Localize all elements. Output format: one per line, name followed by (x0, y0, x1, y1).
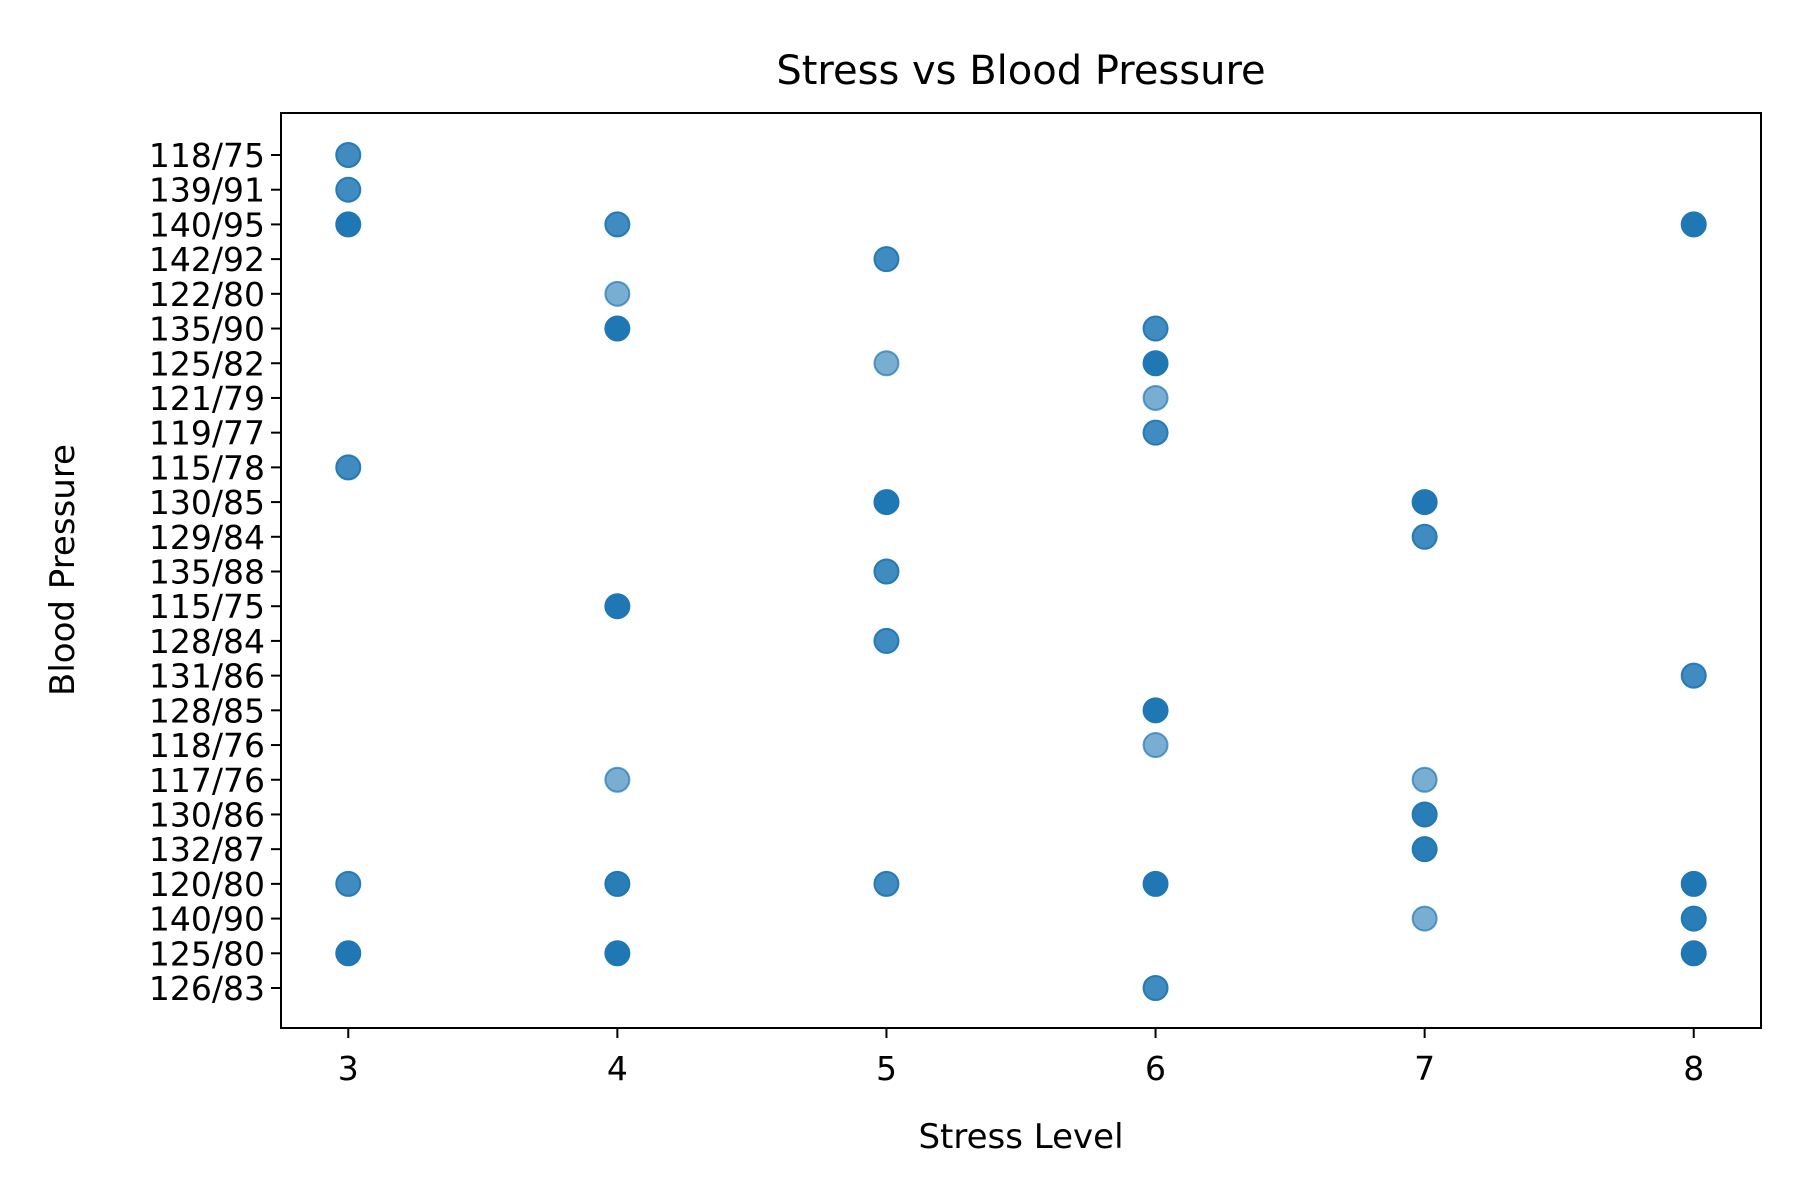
data-point (1680, 870, 1707, 897)
data-point (873, 489, 900, 516)
data-point (1142, 384, 1169, 411)
data-point (1142, 697, 1169, 724)
y-tick-label: 122/80 (149, 275, 265, 314)
x-tick-label: 3 (338, 1049, 359, 1088)
data-point (335, 940, 362, 967)
y-tick-label: 119/77 (149, 414, 265, 453)
data-point (1142, 419, 1169, 446)
y-tick-label: 117/76 (149, 761, 265, 800)
y-tick-label: 118/75 (149, 136, 265, 175)
x-axis-label: Stress Level (918, 1117, 1123, 1157)
x-tick-label: 6 (1145, 1049, 1166, 1088)
data-point (604, 940, 631, 967)
data-points (335, 142, 1707, 1001)
y-tick-label: 125/80 (149, 934, 265, 973)
x-tick-label: 4 (607, 1049, 628, 1088)
data-point (1411, 489, 1438, 516)
y-tick-label: 130/86 (149, 795, 265, 834)
data-point (1411, 836, 1438, 863)
y-tick-label: 115/75 (149, 587, 265, 626)
data-point (335, 454, 362, 481)
data-point (1142, 315, 1169, 342)
y-tick-label: 126/83 (149, 969, 265, 1008)
data-point (604, 593, 631, 620)
data-point (873, 627, 900, 654)
data-point (1411, 523, 1438, 550)
y-tick-label: 121/79 (149, 379, 265, 418)
plot-frame (280, 112, 1762, 1029)
x-tick-label: 7 (1414, 1049, 1435, 1088)
data-point (604, 315, 631, 342)
x-axis-ticks: 3 4 5 6 7 8 (338, 1028, 1704, 1088)
y-tick-label: 140/95 (149, 205, 265, 244)
data-point (604, 870, 631, 897)
data-point (604, 280, 631, 307)
chart-title: Stress vs Blood Pressure (776, 48, 1265, 94)
data-point (1411, 905, 1438, 932)
data-point (335, 870, 362, 897)
data-point (1142, 350, 1169, 377)
y-tick-label: 125/82 (149, 344, 265, 383)
data-point (873, 246, 900, 273)
data-point (335, 176, 362, 203)
data-point (1680, 662, 1707, 689)
data-point (1680, 211, 1707, 238)
data-point (873, 558, 900, 585)
data-point (335, 142, 362, 168)
x-tick-label: 8 (1683, 1049, 1704, 1088)
y-tick-label: 130/85 (149, 483, 265, 522)
y-tick-label: 139/91 (149, 171, 265, 210)
y-axis-ticks: 118/75139/91140/95142/92122/80135/90125/… (149, 136, 281, 1008)
data-point (873, 350, 900, 377)
y-tick-label: 128/85 (149, 691, 265, 730)
y-tick-label: 135/90 (149, 310, 265, 349)
data-point (335, 211, 362, 238)
data-point (1142, 732, 1169, 759)
data-point (1142, 975, 1169, 1001)
y-tick-label: 135/88 (149, 553, 265, 592)
data-point (873, 870, 900, 897)
data-point (1142, 870, 1169, 897)
data-point (604, 766, 631, 793)
y-axis-label: Blood Pressure (43, 444, 83, 696)
y-tick-label: 131/86 (149, 657, 265, 696)
y-tick-label: 120/80 (149, 865, 265, 904)
y-tick-label: 115/78 (149, 448, 265, 487)
y-tick-label: 140/90 (149, 900, 265, 939)
y-tick-label: 142/92 (149, 240, 265, 279)
data-point (604, 211, 631, 238)
y-tick-label: 132/87 (149, 830, 265, 869)
y-tick-label: 128/84 (149, 622, 265, 661)
y-tick-label: 118/76 (149, 726, 265, 765)
x-tick-label: 5 (876, 1049, 897, 1088)
data-point (1680, 905, 1707, 932)
data-point (1411, 801, 1438, 828)
data-point (1411, 766, 1438, 793)
y-tick-label: 129/84 (149, 518, 265, 557)
data-point (1680, 940, 1707, 967)
